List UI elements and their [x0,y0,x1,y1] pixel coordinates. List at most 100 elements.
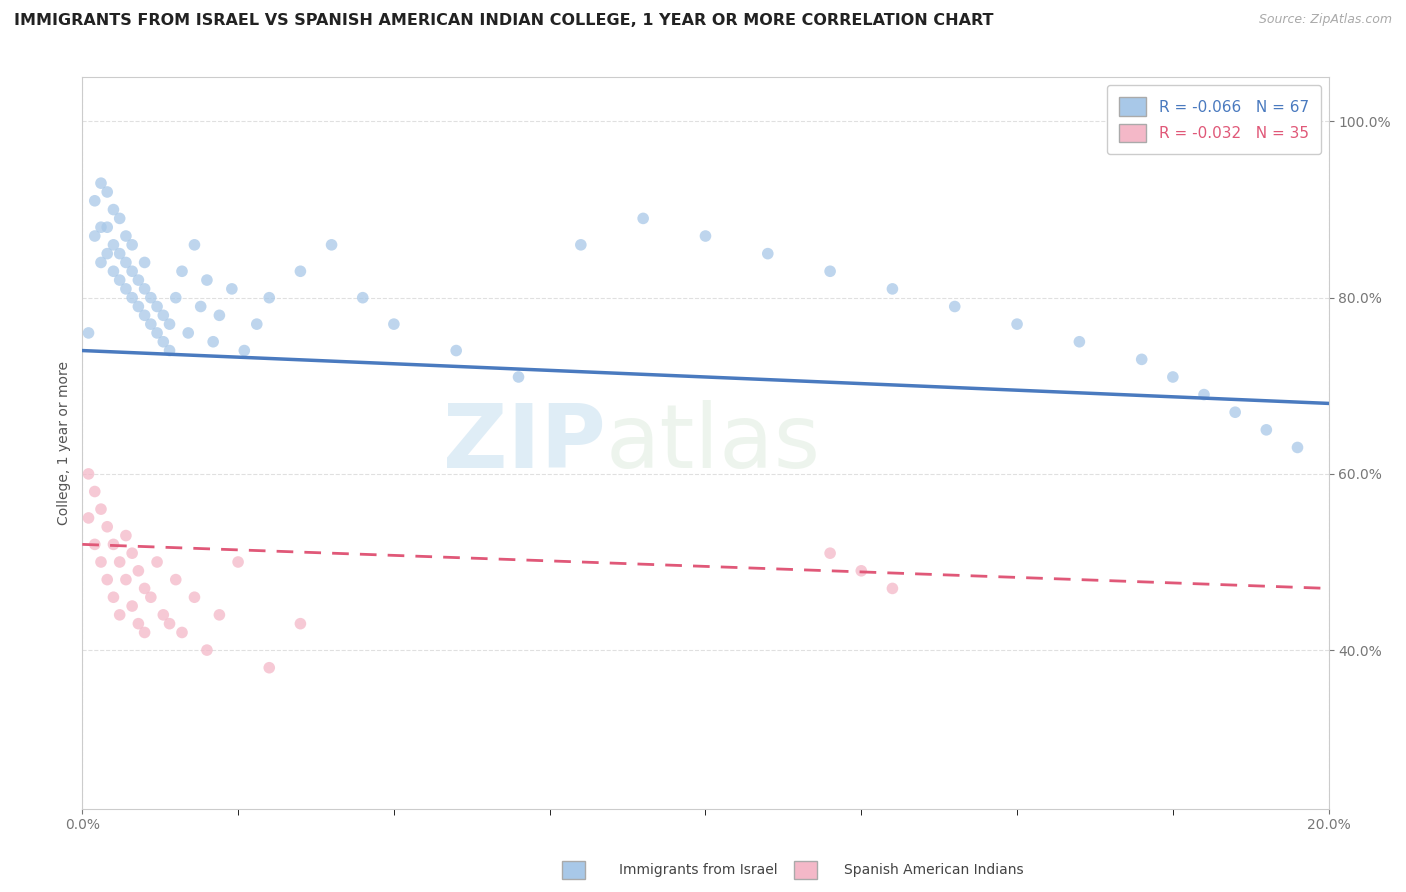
Point [226,555,249,569]
Point [851,564,873,578]
Point [508,370,530,384]
Point [159,343,181,358]
Point [631,211,654,226]
Point [83,484,105,499]
Point [195,643,218,657]
Point [121,264,143,278]
Point [1256,423,1278,437]
Point [77,326,100,340]
Point [352,291,374,305]
Point [96,573,118,587]
Point [165,291,187,305]
Point [103,537,125,551]
Point [121,599,143,613]
Point [134,282,156,296]
Point [121,237,143,252]
Text: Source: ZipAtlas.com: Source: ZipAtlas.com [1258,13,1392,27]
Point [195,273,218,287]
Point [165,573,187,587]
Point [115,255,138,269]
Point [818,264,841,278]
Point [1192,387,1215,401]
Point [127,564,149,578]
Point [139,291,162,305]
Point [103,264,125,278]
Point [103,591,125,605]
Point [1225,405,1247,419]
Point [96,220,118,235]
Point [1161,370,1184,384]
Point [159,616,181,631]
Text: atlas: atlas [606,400,821,486]
Point [183,237,205,252]
Point [134,582,156,596]
Point [146,555,169,569]
Point [943,300,966,314]
Point [83,537,105,551]
Point [190,300,212,314]
Point [1130,352,1153,367]
Point [96,246,118,260]
Text: ZIP: ZIP [443,400,606,486]
Point [1286,441,1309,455]
Point [108,607,131,622]
Point [134,255,156,269]
Point [159,317,181,331]
Text: IMMIGRANTS FROM ISRAEL VS SPANISH AMERICAN INDIAN COLLEGE, 1 YEAR OR MORE CORREL: IMMIGRANTS FROM ISRAEL VS SPANISH AMERIC… [14,13,994,29]
Legend: R = -0.066   N = 67, R = -0.032   N = 35: R = -0.066 N = 67, R = -0.032 N = 35 [1107,85,1322,154]
Point [818,546,841,560]
Point [96,520,118,534]
Point [221,282,243,296]
Point [202,334,225,349]
Point [152,308,174,322]
Point [695,229,717,244]
Point [1069,334,1091,349]
Text: Immigrants from Israel: Immigrants from Israel [619,863,778,877]
Point [139,317,162,331]
Text: Spanish American Indians: Spanish American Indians [844,863,1024,877]
Point [139,591,162,605]
Y-axis label: College, 1 year or more: College, 1 year or more [58,361,72,525]
Point [121,546,143,560]
Point [756,246,779,260]
Point [121,291,143,305]
Point [208,308,231,322]
Point [115,229,138,244]
Point [177,326,200,340]
Point [257,291,280,305]
Point [152,334,174,349]
Point [569,237,592,252]
Point [444,343,467,358]
Point [146,300,169,314]
Point [127,616,149,631]
Point [108,273,131,287]
Point [77,511,100,525]
Point [290,616,312,631]
Point [233,343,256,358]
Point [90,502,112,516]
Point [103,237,125,252]
Point [321,237,343,252]
Point [152,607,174,622]
Point [208,607,231,622]
Point [90,176,112,190]
Point [146,326,169,340]
Point [108,246,131,260]
Point [170,264,193,278]
Point [127,300,149,314]
Point [170,625,193,640]
Point [115,573,138,587]
Point [127,273,149,287]
Point [290,264,312,278]
Point [83,229,105,244]
Point [90,220,112,235]
Point [134,308,156,322]
Point [882,582,904,596]
Point [83,194,105,208]
Point [115,282,138,296]
Point [96,185,118,199]
Point [90,255,112,269]
Point [257,661,280,675]
Point [103,202,125,217]
Point [1005,317,1028,331]
